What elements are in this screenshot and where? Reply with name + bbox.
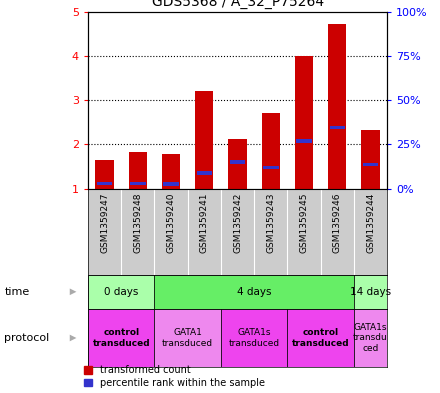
Text: protocol: protocol — [4, 333, 50, 343]
Bar — [154, 309, 221, 367]
Text: GSM1359242: GSM1359242 — [233, 193, 242, 253]
Bar — [97, 182, 112, 185]
Bar — [328, 24, 346, 189]
Bar — [354, 309, 387, 367]
Text: 14 days: 14 days — [350, 287, 391, 297]
Bar — [230, 160, 246, 164]
Bar — [130, 182, 146, 185]
Text: GSM1359241: GSM1359241 — [200, 193, 209, 253]
Text: GATA1s
transduced: GATA1s transduced — [229, 328, 280, 348]
Bar — [363, 163, 378, 166]
Bar — [295, 56, 313, 189]
Bar — [154, 275, 354, 309]
Bar — [95, 160, 114, 189]
Text: GSM1359247: GSM1359247 — [100, 193, 109, 253]
Bar — [296, 139, 312, 143]
Text: GSM1359245: GSM1359245 — [300, 193, 308, 253]
Text: time: time — [4, 287, 29, 297]
Bar — [330, 126, 345, 129]
Text: GATA1s
transdu
ced: GATA1s transdu ced — [353, 323, 388, 353]
Text: GSM1359243: GSM1359243 — [266, 193, 275, 253]
Text: GSM1359240: GSM1359240 — [167, 193, 176, 253]
Legend: transformed count, percentile rank within the sample: transformed count, percentile rank withi… — [84, 365, 264, 388]
Text: GSM1359246: GSM1359246 — [333, 193, 342, 253]
Text: control
transduced: control transduced — [292, 328, 349, 348]
Bar — [163, 182, 179, 186]
Text: GSM1359244: GSM1359244 — [366, 193, 375, 253]
Bar — [129, 152, 147, 189]
Bar — [262, 112, 280, 189]
Title: GDS5368 / A_32_P75264: GDS5368 / A_32_P75264 — [151, 0, 324, 9]
Bar — [162, 154, 180, 189]
Bar — [88, 275, 154, 309]
Text: 0 days: 0 days — [104, 287, 139, 297]
Bar — [354, 275, 387, 309]
Bar — [287, 309, 354, 367]
Bar — [263, 165, 279, 169]
Text: GATA1
transduced: GATA1 transduced — [162, 328, 213, 348]
Bar — [88, 309, 154, 367]
Bar — [197, 171, 212, 175]
Bar — [361, 130, 380, 189]
Bar — [221, 309, 287, 367]
Text: control
transduced: control transduced — [92, 328, 150, 348]
Bar — [195, 91, 213, 189]
Bar — [228, 139, 247, 189]
Text: GSM1359248: GSM1359248 — [133, 193, 143, 253]
Text: 4 days: 4 days — [237, 287, 271, 297]
